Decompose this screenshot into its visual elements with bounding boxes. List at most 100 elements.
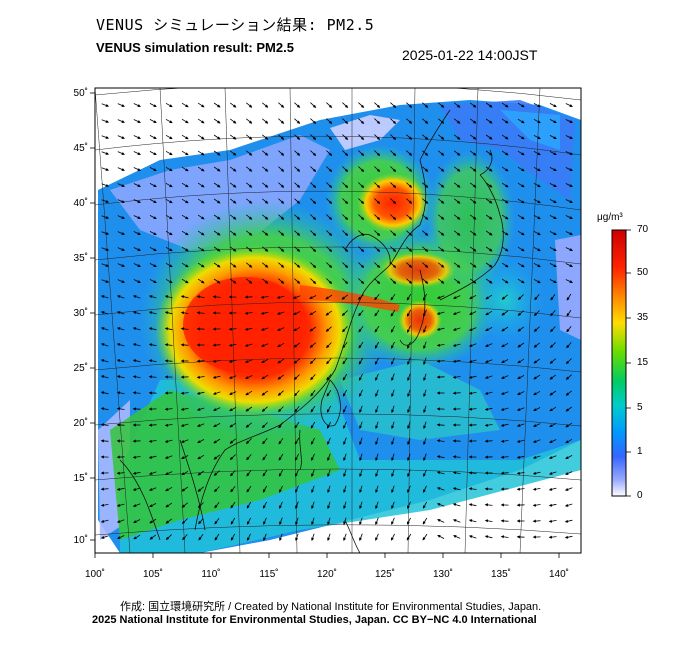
wind-arrow: [229, 454, 236, 460]
wind-arrow: [374, 309, 380, 317]
wind-arrow: [565, 279, 573, 283]
wind-arrow: [533, 374, 541, 380]
wind-arrow: [100, 391, 109, 395]
wind-arrow: [326, 278, 333, 284]
wind-arrow: [549, 151, 557, 155]
wind-arrow: [229, 118, 237, 124]
wind-arrow: [261, 343, 269, 347]
wind-arrow: [501, 214, 509, 220]
lat-label-50: 50˚: [74, 87, 88, 99]
wind-arrow: [262, 166, 269, 172]
wind-arrow: [468, 407, 477, 411]
wind-arrow: [468, 375, 477, 379]
wind-arrow: [358, 325, 364, 333]
wind-arrow: [566, 309, 572, 317]
wind-arrow: [294, 246, 301, 252]
wind-arrow: [390, 309, 396, 317]
wind-arrow: [549, 374, 557, 380]
wind-arrow: [436, 327, 445, 331]
license-text: 2025 National Institute for Environmenta…: [92, 614, 537, 626]
wind-arrow: [327, 501, 331, 510]
wind-arrow: [484, 423, 493, 427]
wind-arrow: [423, 357, 427, 366]
wind-arrow: [469, 246, 477, 252]
wind-arrow: [117, 199, 125, 203]
wind-arrow: [165, 166, 173, 172]
wind-arrow: [116, 471, 125, 475]
wind-arrow: [213, 102, 221, 108]
wind-arrow: [229, 230, 237, 236]
lon-label-140: 140˚: [549, 568, 569, 580]
wind-arrow: [247, 517, 251, 525]
wind-arrow: [197, 470, 205, 476]
wind-arrow: [278, 134, 285, 140]
wind-arrow: [390, 102, 397, 108]
wind-arrow: [100, 375, 109, 379]
wind-arrow: [116, 407, 125, 411]
wind-arrow: [295, 485, 299, 493]
wind-arrow: [196, 311, 205, 315]
wind-arrow: [148, 439, 157, 443]
wind-arrow: [390, 246, 397, 252]
wind-arrow: [148, 327, 157, 331]
wind-arrow: [228, 375, 237, 379]
wind-arrow: [164, 295, 173, 299]
wind-arrow: [149, 135, 157, 139]
wind-arrow: [422, 102, 429, 108]
wind-arrow: [116, 423, 125, 427]
wind-arrow: [422, 118, 429, 124]
wind-arrow: [182, 534, 188, 541]
wind-arrow: [484, 359, 493, 363]
wind-arrow: [342, 278, 349, 284]
wind-arrow: [277, 327, 285, 331]
colorbar-label-0: 0: [637, 490, 643, 501]
wind-arrow: [197, 166, 205, 172]
wind-arrow: [228, 343, 237, 347]
wind-arrow: [501, 342, 509, 348]
wind-arrow: [262, 214, 269, 220]
wind-arrow: [278, 182, 285, 188]
wind-arrow: [342, 102, 349, 108]
wind-arrow: [342, 134, 349, 140]
wind-arrow: [277, 358, 285, 364]
wind-arrow: [391, 373, 395, 382]
wind-arrow: [180, 311, 189, 315]
wind-arrow: [213, 230, 221, 236]
wind-arrow: [468, 359, 477, 363]
wind-arrow: [310, 262, 317, 268]
wind-arrow: [516, 407, 525, 411]
wind-arrow: [164, 439, 173, 443]
wind-arrow: [533, 214, 541, 220]
wind-arrow: [374, 341, 380, 349]
wind-arrow: [326, 150, 333, 156]
wind-arrow: [422, 198, 429, 204]
wind-arrow: [359, 453, 363, 462]
wind-arrow: [517, 278, 525, 284]
wind-arrow: [213, 262, 221, 268]
wind-arrow: [436, 343, 445, 347]
wind-arrow: [549, 231, 557, 235]
wind-arrow: [229, 438, 236, 444]
wind-arrow: [310, 405, 316, 413]
title-english: VENUS simulation result: PM2.5: [96, 40, 294, 55]
wind-arrow: [437, 535, 445, 539]
wind-arrow: [358, 102, 365, 108]
wind-arrow: [374, 230, 381, 236]
wind-arrow: [213, 407, 221, 411]
wind-arrow: [549, 135, 557, 139]
wind-arrow: [246, 198, 253, 204]
wind-arrow: [326, 405, 332, 413]
wind-arrow: [436, 487, 445, 491]
wind-arrow: [484, 391, 493, 395]
wind-arrow: [165, 102, 173, 108]
wind-arrow: [437, 519, 445, 523]
wind-arrow: [453, 118, 461, 124]
wind-arrow: [516, 487, 525, 491]
wind-arrow: [407, 405, 411, 414]
wind-arrow: [485, 134, 493, 140]
wind-arrow: [244, 343, 253, 347]
wind-arrow: [197, 278, 205, 284]
wind-arrow: [180, 439, 189, 443]
wind-arrow: [228, 359, 237, 363]
wind-arrow: [533, 246, 541, 252]
